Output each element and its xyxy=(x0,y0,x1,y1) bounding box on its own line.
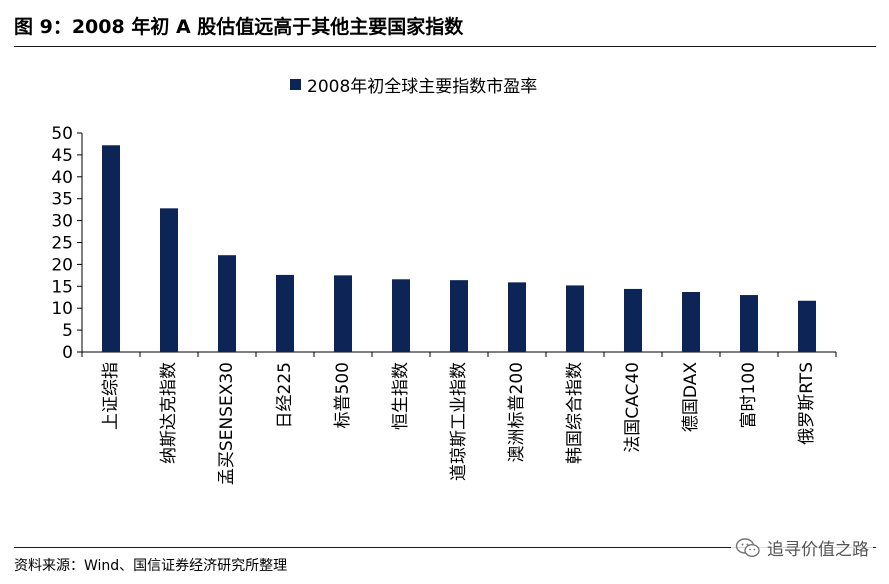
bar xyxy=(218,255,236,352)
bar xyxy=(334,275,352,352)
legend-swatch xyxy=(290,79,301,90)
bar xyxy=(102,145,120,352)
y-tick-label: 10 xyxy=(51,299,73,319)
y-tick-label: 5 xyxy=(62,321,73,341)
bar xyxy=(276,274,294,352)
x-tick-label: 道琼斯工业指数 xyxy=(449,362,469,481)
x-tick-label: 上证综指 xyxy=(101,362,121,430)
x-tick-label: 法国CAC40 xyxy=(623,362,643,453)
bar xyxy=(566,285,584,352)
figure-title: 图 9：2008 年初 A 股估值远高于其他主要国家指数 xyxy=(14,16,464,38)
bar xyxy=(682,291,700,352)
bottom-rule xyxy=(14,547,876,548)
y-tick-label: 45 xyxy=(51,146,73,166)
bar xyxy=(160,208,178,352)
x-tick-label: 纳斯达克指数 xyxy=(159,362,179,464)
x-tick-label: 德国DAX xyxy=(681,362,701,432)
bar xyxy=(450,280,468,352)
x-tick-label: 恒生指数 xyxy=(391,362,411,430)
x-tick-label: 俄罗斯RTS xyxy=(797,362,817,445)
y-tick-label: 15 xyxy=(51,277,73,297)
y-tick-label: 40 xyxy=(51,168,73,188)
watermark: 追寻价值之路 xyxy=(731,533,873,562)
bar xyxy=(508,282,526,352)
y-tick-label: 25 xyxy=(51,234,73,254)
source-note: 资料来源：Wind、国信证券经济研究所整理 xyxy=(14,558,288,574)
bar xyxy=(740,295,758,352)
watermark-text: 追寻价值之路 xyxy=(767,540,869,560)
y-tick-label: 30 xyxy=(51,212,73,232)
x-tick-label: 标普500 xyxy=(333,362,353,428)
legend-label: 2008年初全球主要指数市盈率 xyxy=(307,77,537,97)
bar xyxy=(624,288,642,352)
y-tick-label: 50 xyxy=(51,124,73,144)
bar xyxy=(392,279,410,352)
y-tick-label: 35 xyxy=(51,190,73,210)
wechat-icon xyxy=(735,537,760,557)
x-tick-label: 富时100 xyxy=(739,362,759,428)
x-tick-label: 澳洲标普200 xyxy=(507,362,527,462)
x-tick-label: 韩国综合指数 xyxy=(565,362,585,464)
y-tick-label: 0 xyxy=(62,343,73,363)
y-tick-label: 20 xyxy=(51,255,73,275)
x-tick-label: 日经225 xyxy=(275,362,295,428)
top-rule xyxy=(14,46,876,47)
x-tick-label: 孟买SENSEX30 xyxy=(217,362,237,485)
bar xyxy=(798,300,816,352)
